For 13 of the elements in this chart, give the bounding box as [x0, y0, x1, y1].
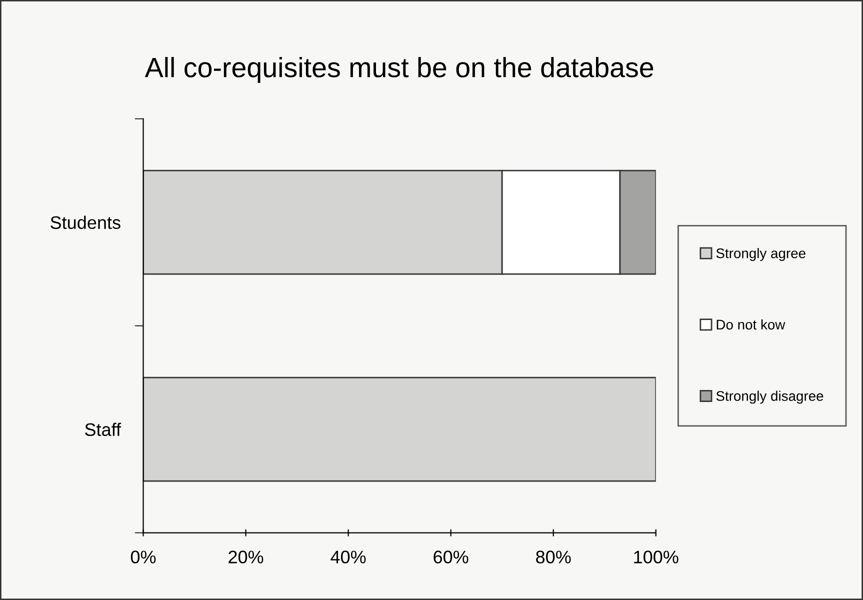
bar — [143, 376, 656, 482]
legend-label: Strongly disagree — [716, 390, 824, 404]
x-tick-label: 80% — [536, 550, 571, 564]
x-tick-label: 20% — [228, 550, 264, 564]
x-tick-label: 40% — [330, 550, 366, 564]
legend-label: Strongly agree — [716, 248, 806, 261]
x-tick-label: 100% — [634, 550, 678, 564]
x-tick-label: 0% — [130, 550, 156, 564]
legend-label: Do not kow — [716, 319, 786, 330]
y-tick-label: Students — [50, 216, 120, 230]
x-tick-label: 60% — [434, 550, 468, 564]
chart-title: All co-requisites must be on the database — [144, 57, 654, 83]
y-tick-label: Staff — [85, 422, 122, 436]
